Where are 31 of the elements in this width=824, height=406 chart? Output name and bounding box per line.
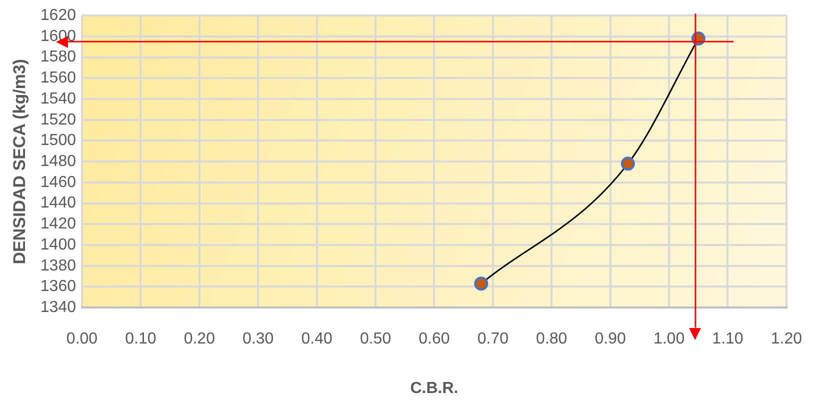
y-tick-label: 1620 bbox=[40, 7, 76, 24]
x-tick-label: 0.30 bbox=[242, 330, 274, 348]
y-tick-label: 1400 bbox=[40, 236, 76, 254]
y-tick-label: 1420 bbox=[40, 216, 76, 233]
y-tick-label: 1360 bbox=[40, 278, 76, 296]
point bbox=[474, 276, 488, 291]
x-tick-label: 1.20 bbox=[770, 330, 802, 348]
y-tick-label: 1500 bbox=[40, 132, 76, 150]
x-tick-label: 1.00 bbox=[653, 330, 685, 348]
x-tick-label: 0.70 bbox=[477, 330, 509, 348]
y-tick-label: 1440 bbox=[40, 194, 76, 212]
y-tick-label: 1480 bbox=[40, 153, 76, 170]
y-tick-label: 1380 bbox=[40, 257, 76, 274]
x-tick-label: 0.00 bbox=[66, 330, 98, 348]
x-tick-label: 0.10 bbox=[125, 330, 156, 348]
x-tick-label: 0.50 bbox=[360, 330, 392, 348]
x-axis-title: C.B.R. bbox=[410, 380, 458, 397]
y-tick-label: 1580 bbox=[40, 48, 76, 66]
y-tick-label: 1520 bbox=[40, 111, 76, 128]
x-tick-label: 0.20 bbox=[184, 330, 216, 348]
x-tick-label: 0.90 bbox=[594, 330, 626, 348]
x-tick-label: 0.40 bbox=[301, 330, 332, 348]
x-tick-label: 0.60 bbox=[418, 330, 450, 348]
y-axis-title: DENSIDAD SECA (kg/m3) bbox=[10, 58, 29, 264]
y-tick-label: 1340 bbox=[40, 299, 76, 316]
y-tick-label: 1540 bbox=[40, 90, 76, 108]
x-tick-label: 1.10 bbox=[712, 330, 744, 348]
point bbox=[620, 156, 635, 171]
x-tick-label: 0.80 bbox=[536, 330, 568, 348]
y-tick-label: 1560 bbox=[40, 70, 76, 87]
y-tick-label: 1460 bbox=[40, 174, 76, 191]
